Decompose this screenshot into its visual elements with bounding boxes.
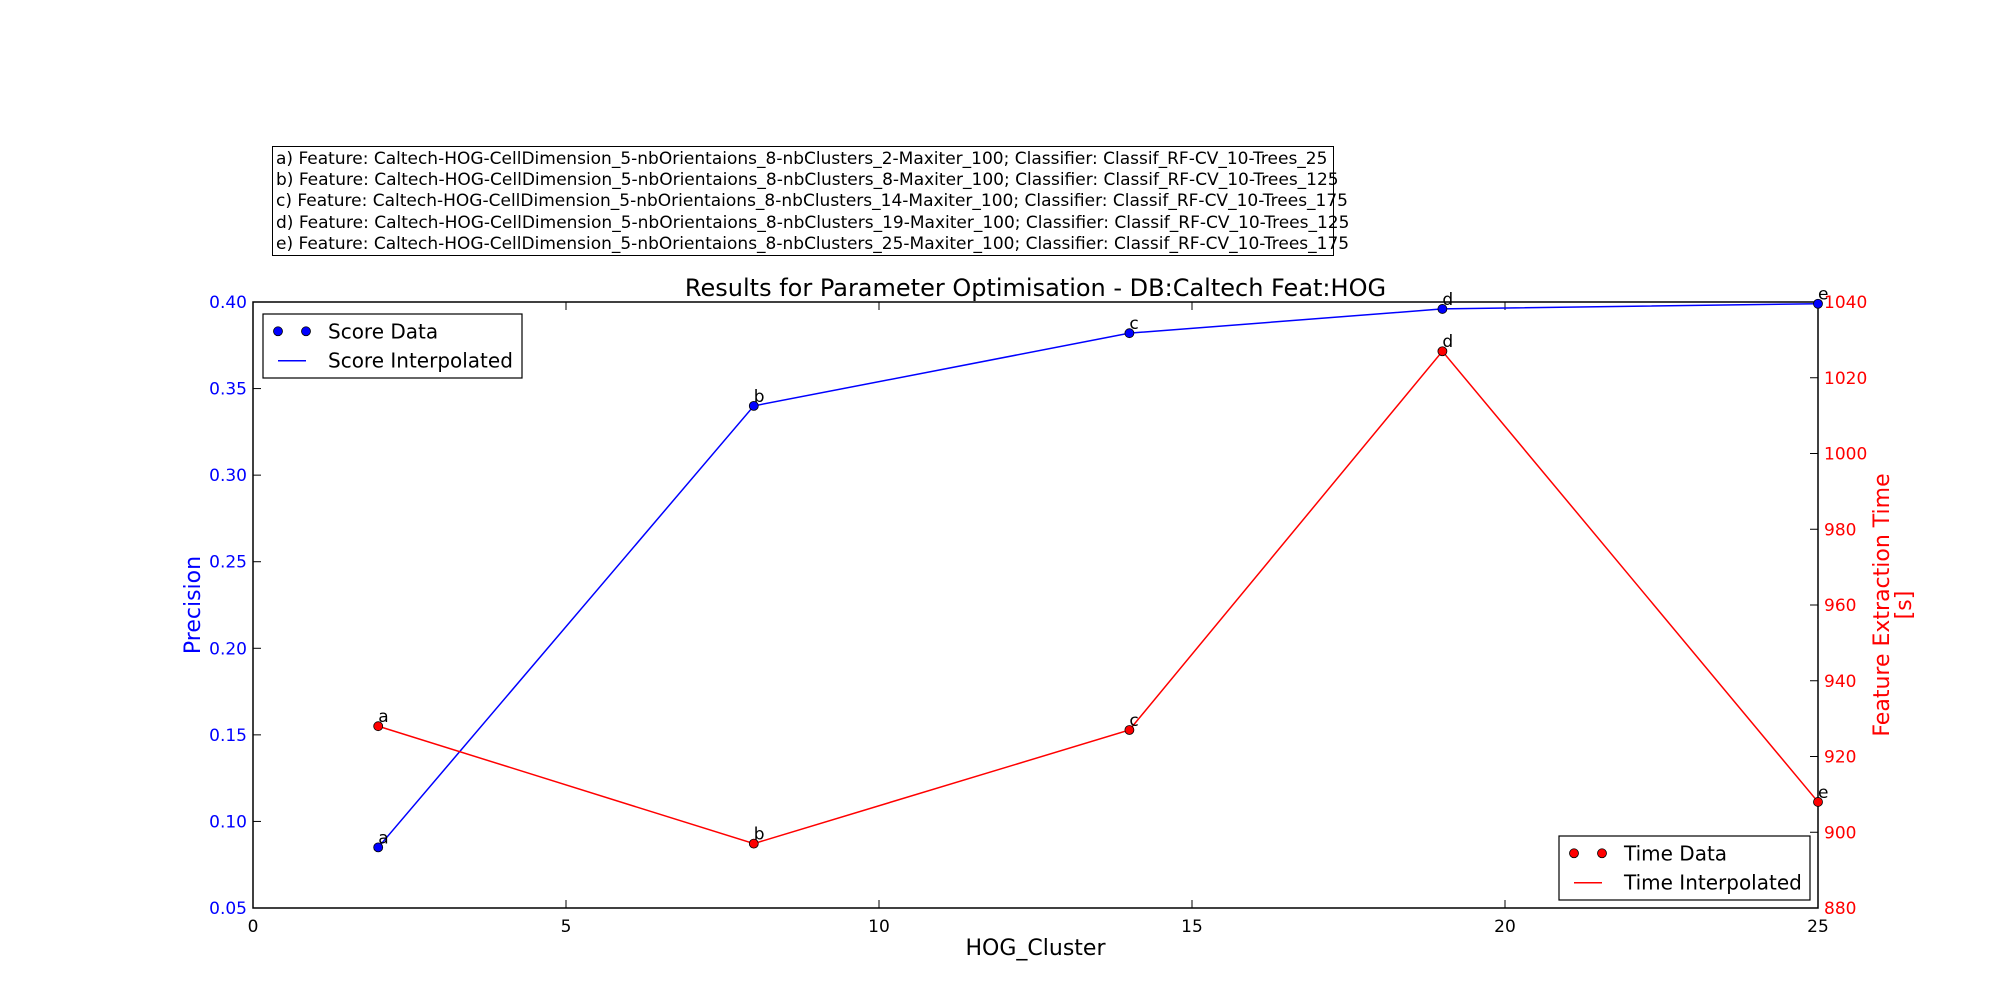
score-point-label: e bbox=[1818, 285, 1828, 305]
y-left-axis-label: Precision bbox=[181, 556, 206, 654]
time-point-label: b bbox=[754, 825, 765, 845]
y-left-tick-label: 0.20 bbox=[209, 639, 247, 659]
y-right-tick-label: 1040 bbox=[1824, 293, 1867, 313]
score-point bbox=[1437, 304, 1448, 314]
y-right-tick-label: 940 bbox=[1824, 672, 1856, 692]
time-legend-entry: Time Data bbox=[1623, 841, 1727, 865]
time-legend-marker bbox=[1569, 848, 1579, 859]
x-axis-label: HOG_Cluster bbox=[966, 936, 1107, 961]
y-left-tick-label: 0.15 bbox=[209, 726, 247, 746]
time-legend-entry: Time Interpolated bbox=[1623, 871, 1802, 895]
y-left-tick-label: 0.10 bbox=[209, 812, 247, 832]
time-legend-marker bbox=[1597, 848, 1607, 859]
score-point-label: d bbox=[1442, 290, 1453, 310]
time-point-label: e bbox=[1818, 783, 1828, 803]
annotation-line-e: e) Feature: Caltech-HOG-CellDimension_5-… bbox=[276, 233, 1350, 254]
x-tick-label: 10 bbox=[868, 917, 890, 937]
time-point bbox=[1124, 725, 1135, 735]
score-point bbox=[1124, 328, 1135, 339]
score-point-label: c bbox=[1129, 314, 1138, 334]
annotation-line-a: a) Feature: Caltech-HOG-CellDimension_5-… bbox=[276, 149, 1328, 169]
y-left-tick-label: 0.25 bbox=[209, 553, 247, 573]
y-left-tick-label: 0.05 bbox=[209, 899, 247, 919]
score-point-label: a bbox=[378, 828, 388, 848]
annotation-line-b: b) Feature: Caltech-HOG-CellDimension_5-… bbox=[276, 170, 1339, 191]
score-point bbox=[748, 400, 759, 411]
x-tick-label: 15 bbox=[1181, 917, 1203, 937]
time-line bbox=[377, 350, 1819, 845]
score-point bbox=[1813, 298, 1823, 309]
plot-frame bbox=[252, 301, 1819, 909]
score-legend-box bbox=[262, 313, 523, 379]
y-right-tick-label: 1000 bbox=[1824, 445, 1867, 465]
time-point-label: c bbox=[1129, 711, 1138, 731]
time-point-label: d bbox=[1442, 332, 1453, 352]
y-right-tick-label: 960 bbox=[1824, 596, 1856, 616]
y-left-tick-label: 0.30 bbox=[209, 466, 247, 486]
time-point bbox=[748, 838, 759, 849]
y-right-tick-label: 880 bbox=[1824, 899, 1856, 919]
y-right-axis-label: Feature Extraction Time[s] bbox=[1870, 473, 1917, 736]
time-point bbox=[1813, 797, 1823, 807]
score-point-label: b bbox=[754, 387, 765, 407]
x-tick-label: 20 bbox=[1494, 917, 1516, 937]
score-legend-entry: Score Interpolated bbox=[328, 349, 513, 373]
score-line bbox=[377, 302, 1819, 848]
time-point bbox=[1437, 346, 1448, 357]
annotation-line-d: d) Feature: Caltech-HOG-CellDimension_5-… bbox=[276, 212, 1350, 233]
annotation-line-c: c) Feature: Caltech-HOG-CellDimension_5-… bbox=[276, 191, 1348, 212]
time-legend-box bbox=[1558, 835, 1811, 901]
score-legend-entry: Score Data bbox=[328, 319, 438, 343]
score-legend-marker bbox=[273, 326, 283, 337]
y-right-tick-label: 920 bbox=[1824, 748, 1856, 768]
annotation-box: a) Feature: Caltech-HOG-CellDimension_5-… bbox=[272, 146, 1350, 256]
x-tick-label: 25 bbox=[1807, 917, 1829, 937]
x-tick-label: 5 bbox=[561, 917, 572, 937]
chart-title: Results for Parameter Optimisation - DB:… bbox=[685, 274, 1386, 302]
y-left-tick-label: 0.35 bbox=[209, 380, 247, 400]
score-legend-marker bbox=[301, 326, 311, 337]
y-right-tick-label: 900 bbox=[1824, 823, 1856, 843]
time-point-label: a bbox=[378, 707, 388, 727]
x-tick-label: 0 bbox=[248, 917, 259, 937]
time-point bbox=[373, 721, 384, 732]
y-right-tick-label: 1020 bbox=[1824, 369, 1867, 389]
y-left-tick-label: 0.40 bbox=[209, 293, 247, 313]
y-right-tick-label: 980 bbox=[1824, 520, 1856, 540]
score-point bbox=[373, 842, 384, 853]
